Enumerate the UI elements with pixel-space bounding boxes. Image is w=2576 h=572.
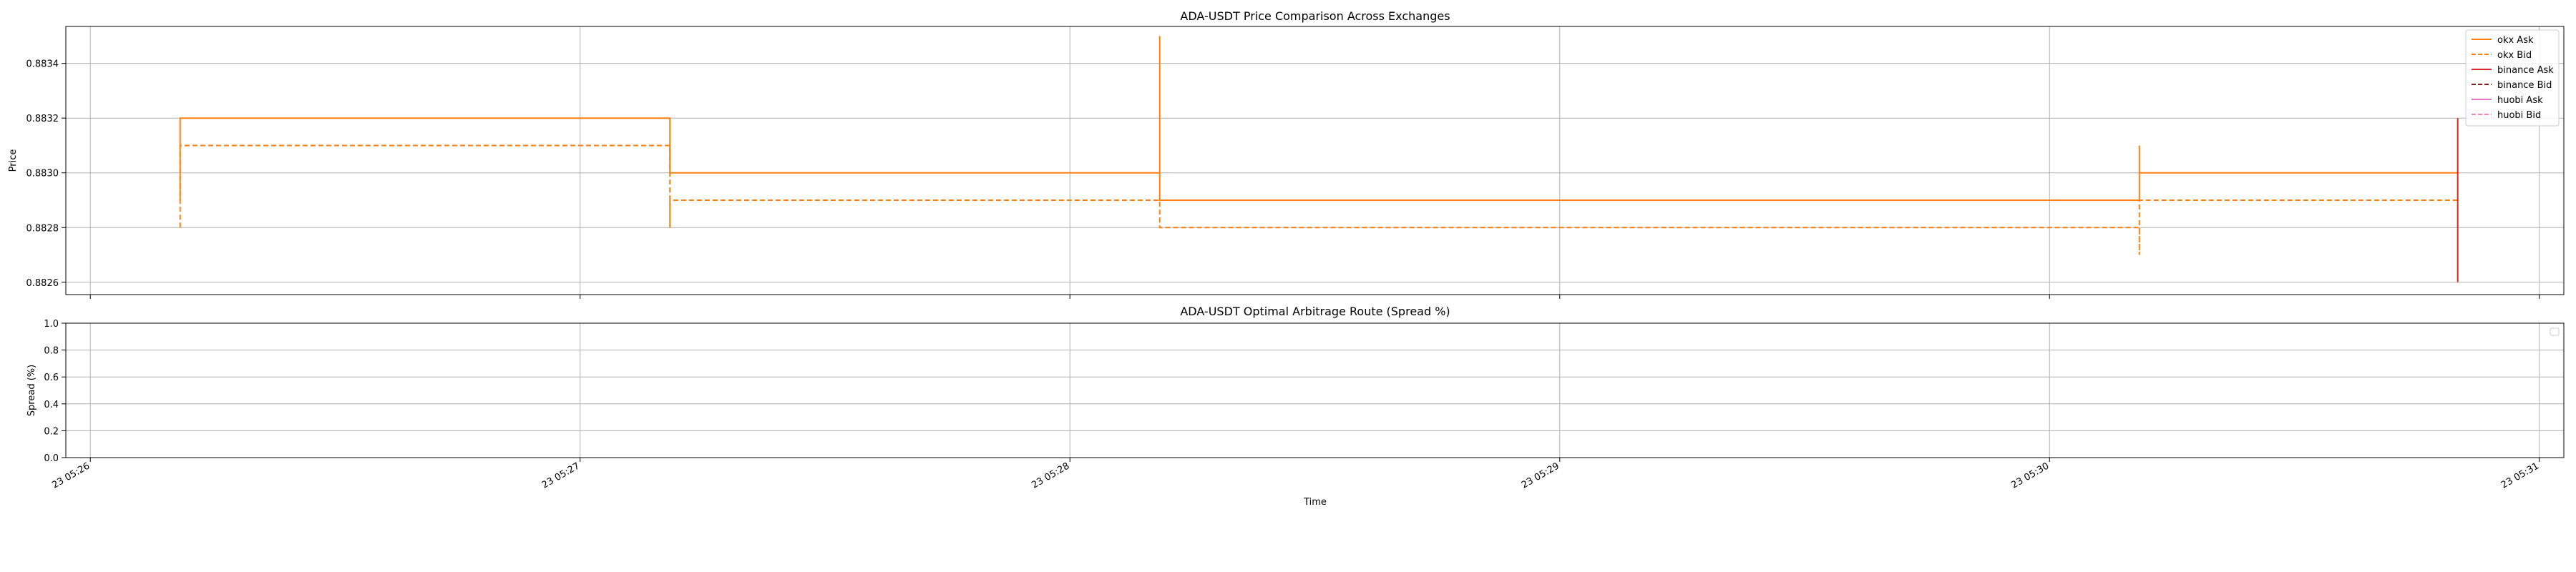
price-plot-frame (65, 26, 2565, 295)
spread-x-axis-label: Time (1303, 497, 1327, 508)
spread-y-tick-label: 0.8 (44, 346, 59, 357)
legend-label-huobi-bid: huobi Bid (2497, 110, 2541, 121)
price-y-tick-label: 0.8828 (26, 223, 59, 234)
legend-label-binance-ask: binance Ask (2497, 65, 2554, 76)
legend-label-okx-ask: okx Ask (2497, 35, 2534, 46)
series-line-okx-ask (179, 36, 2458, 201)
spread-plot-frame (65, 322, 2565, 458)
price-x-ticks (89, 295, 2540, 299)
price-y-tick-label: 0.8830 (26, 169, 59, 179)
price-y-axis-label: Price (8, 149, 19, 172)
spread-y-tick-label: 0.0 (44, 453, 59, 464)
spread-y-ticks: 0.0 0.2 0.4 0.6 0.8 1.0 (44, 319, 66, 464)
price-y-tick-label: 0.8834 (26, 59, 59, 70)
price-chart-title: ADA-USDT Price Comparison Across Exchang… (1180, 9, 1450, 23)
legend-label-huobi-ask: huobi Ask (2497, 95, 2543, 106)
spread-y-tick-label: 0.4 (44, 400, 59, 410)
series-line-okx-bid (179, 144, 2458, 255)
price-y-tick-label: 0.8826 (26, 278, 59, 289)
legend-label-binance-bid: binance Bid (2497, 80, 2552, 91)
spread-y-tick-label: 0.6 (44, 373, 59, 383)
spread-legend-box (2550, 327, 2560, 336)
price-panel: ADA-USDT Price Comparison Across Exchang… (8, 9, 2565, 299)
price-y-tick-label: 0.8832 (26, 114, 59, 124)
spread-y-tick-label: 0.2 (44, 426, 59, 437)
price-series-lines (179, 36, 2459, 282)
price-legend-box (2465, 29, 2560, 127)
price-y-ticks: 0.8826 0.8828 0.8830 0.8832 0.8834 (26, 59, 66, 289)
price-legend: okx Ask okx Bid binance Ask binance Bid huob… (2465, 29, 2560, 127)
legend-label-okx-bid: okx Bid (2497, 50, 2532, 61)
spread-chart-title: ADA-USDT Optimal Arbitrage Route (Spread… (1180, 305, 1450, 318)
spread-y-tick-label: 1.0 (44, 319, 59, 330)
spread-y-axis-label: Spread (%) (26, 365, 37, 416)
